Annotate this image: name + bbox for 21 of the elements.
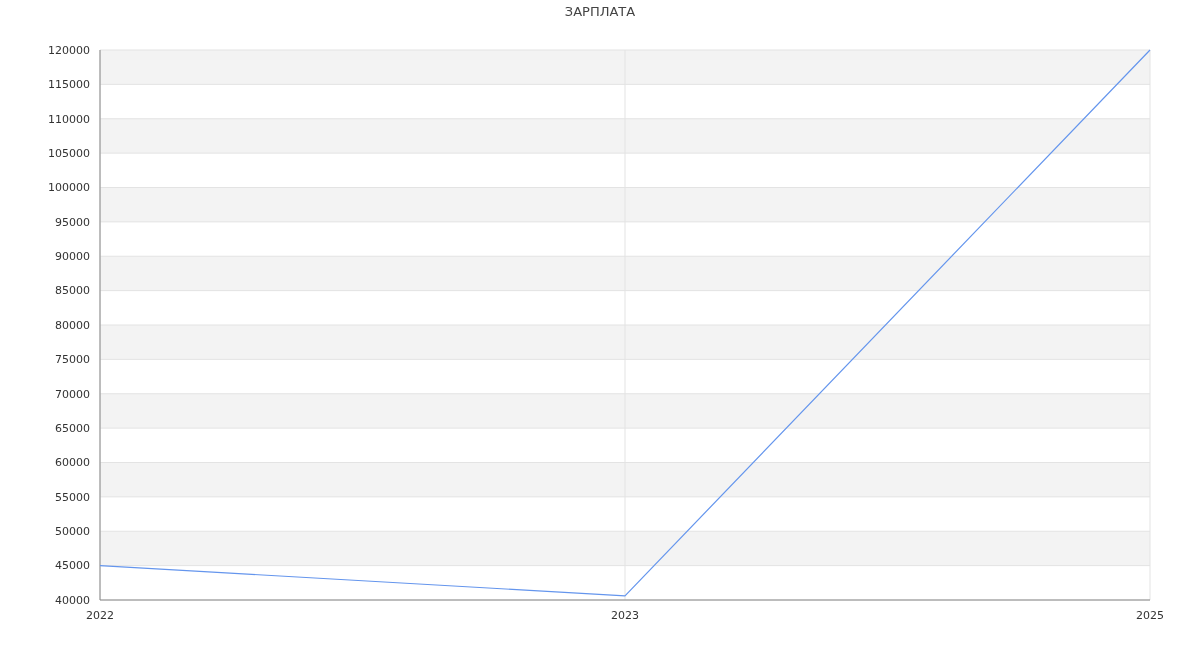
y-tick-label: 45000 (55, 559, 90, 573)
y-tick-label: 65000 (55, 421, 90, 435)
y-tick-label: 75000 (55, 353, 90, 367)
chart-title: ЗАРПЛАТА (564, 4, 636, 19)
y-tick-label: 90000 (55, 250, 90, 264)
y-tick-label: 60000 (55, 456, 90, 470)
y-tick-label: 85000 (55, 284, 90, 298)
y-tick-label: 95000 (55, 215, 90, 229)
y-tick-label: 50000 (55, 525, 90, 539)
y-tick-label: 115000 (48, 78, 90, 92)
y-tick-label: 110000 (48, 112, 90, 126)
y-tick-label: 100000 (48, 181, 90, 195)
x-tick-label: 2025 (1136, 609, 1164, 622)
x-tick-label: 2023 (611, 609, 639, 622)
y-tick-label: 55000 (55, 490, 90, 504)
x-tick-label: 2022 (86, 609, 114, 622)
y-tick-label: 70000 (55, 387, 90, 401)
y-tick-label: 105000 (48, 146, 90, 160)
y-tick-label: 40000 (55, 593, 90, 607)
y-tick-label: 80000 (55, 318, 90, 332)
y-tick-label: 120000 (48, 43, 90, 57)
